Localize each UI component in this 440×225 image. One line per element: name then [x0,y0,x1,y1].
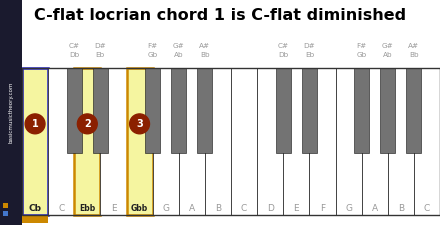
Bar [283,68,309,215]
Bar [22,215,48,223]
Text: E: E [293,204,299,213]
Text: B: B [215,204,221,213]
Text: Db: Db [69,52,79,58]
Text: F#: F# [356,43,367,49]
Text: G#: G# [173,43,185,49]
Bar [257,68,283,215]
Bar [388,68,414,215]
Bar [309,68,335,215]
Bar [127,68,153,215]
Text: C: C [424,204,430,213]
Bar [179,68,205,215]
Text: Eb: Eb [305,52,314,58]
Text: Cb: Cb [29,204,41,213]
Text: C#: C# [278,43,289,49]
Text: 1: 1 [32,119,38,129]
Bar [74,68,100,215]
Text: Eb: Eb [96,52,105,58]
Circle shape [25,114,45,134]
Text: F#: F# [147,43,158,49]
Text: E: E [110,204,116,213]
Text: Ab: Ab [383,52,392,58]
Text: Gb: Gb [147,52,158,58]
Text: D: D [267,204,274,213]
Text: Ebb: Ebb [79,204,95,213]
Text: D#: D# [304,43,315,49]
Text: F: F [320,204,325,213]
Text: basicmusictheory.com: basicmusictheory.com [8,82,14,143]
Bar [302,68,317,153]
Bar [3,211,8,216]
Bar [335,68,362,215]
Text: Ab: Ab [174,52,183,58]
Bar [48,68,74,215]
Bar [406,68,422,153]
Text: A: A [372,204,378,213]
Text: Bb: Bb [200,52,210,58]
Bar [153,68,179,215]
Text: 2: 2 [84,119,91,129]
Bar [22,68,48,215]
Text: Gb: Gb [356,52,367,58]
Bar [231,68,257,215]
Bar [100,68,127,215]
Bar [3,203,8,208]
Text: A#: A# [408,43,419,49]
Bar [171,68,186,153]
Text: Db: Db [278,52,288,58]
Bar [22,68,440,215]
Circle shape [77,114,97,134]
Text: A#: A# [199,43,210,49]
Text: C-flat locrian chord 1 is C-flat diminished: C-flat locrian chord 1 is C-flat diminis… [34,9,406,23]
Bar [362,68,388,215]
Text: C: C [241,204,247,213]
Text: G: G [162,204,169,213]
Text: G#: G# [382,43,394,49]
Text: A: A [189,204,195,213]
Bar [0,0,22,225]
Text: G: G [345,204,352,213]
Text: Gbb: Gbb [131,204,148,213]
Bar [354,68,369,153]
Bar [93,68,108,153]
Bar [205,68,231,215]
Bar [197,68,213,153]
Bar [414,68,440,215]
Circle shape [130,114,150,134]
Text: 3: 3 [136,119,143,129]
Bar [145,68,160,153]
Bar [67,68,82,153]
Bar [276,68,291,153]
Bar [380,68,395,153]
Text: Bb: Bb [409,52,419,58]
Text: D#: D# [95,43,106,49]
Text: C#: C# [69,43,80,49]
Text: B: B [398,204,404,213]
Text: C: C [58,204,64,213]
